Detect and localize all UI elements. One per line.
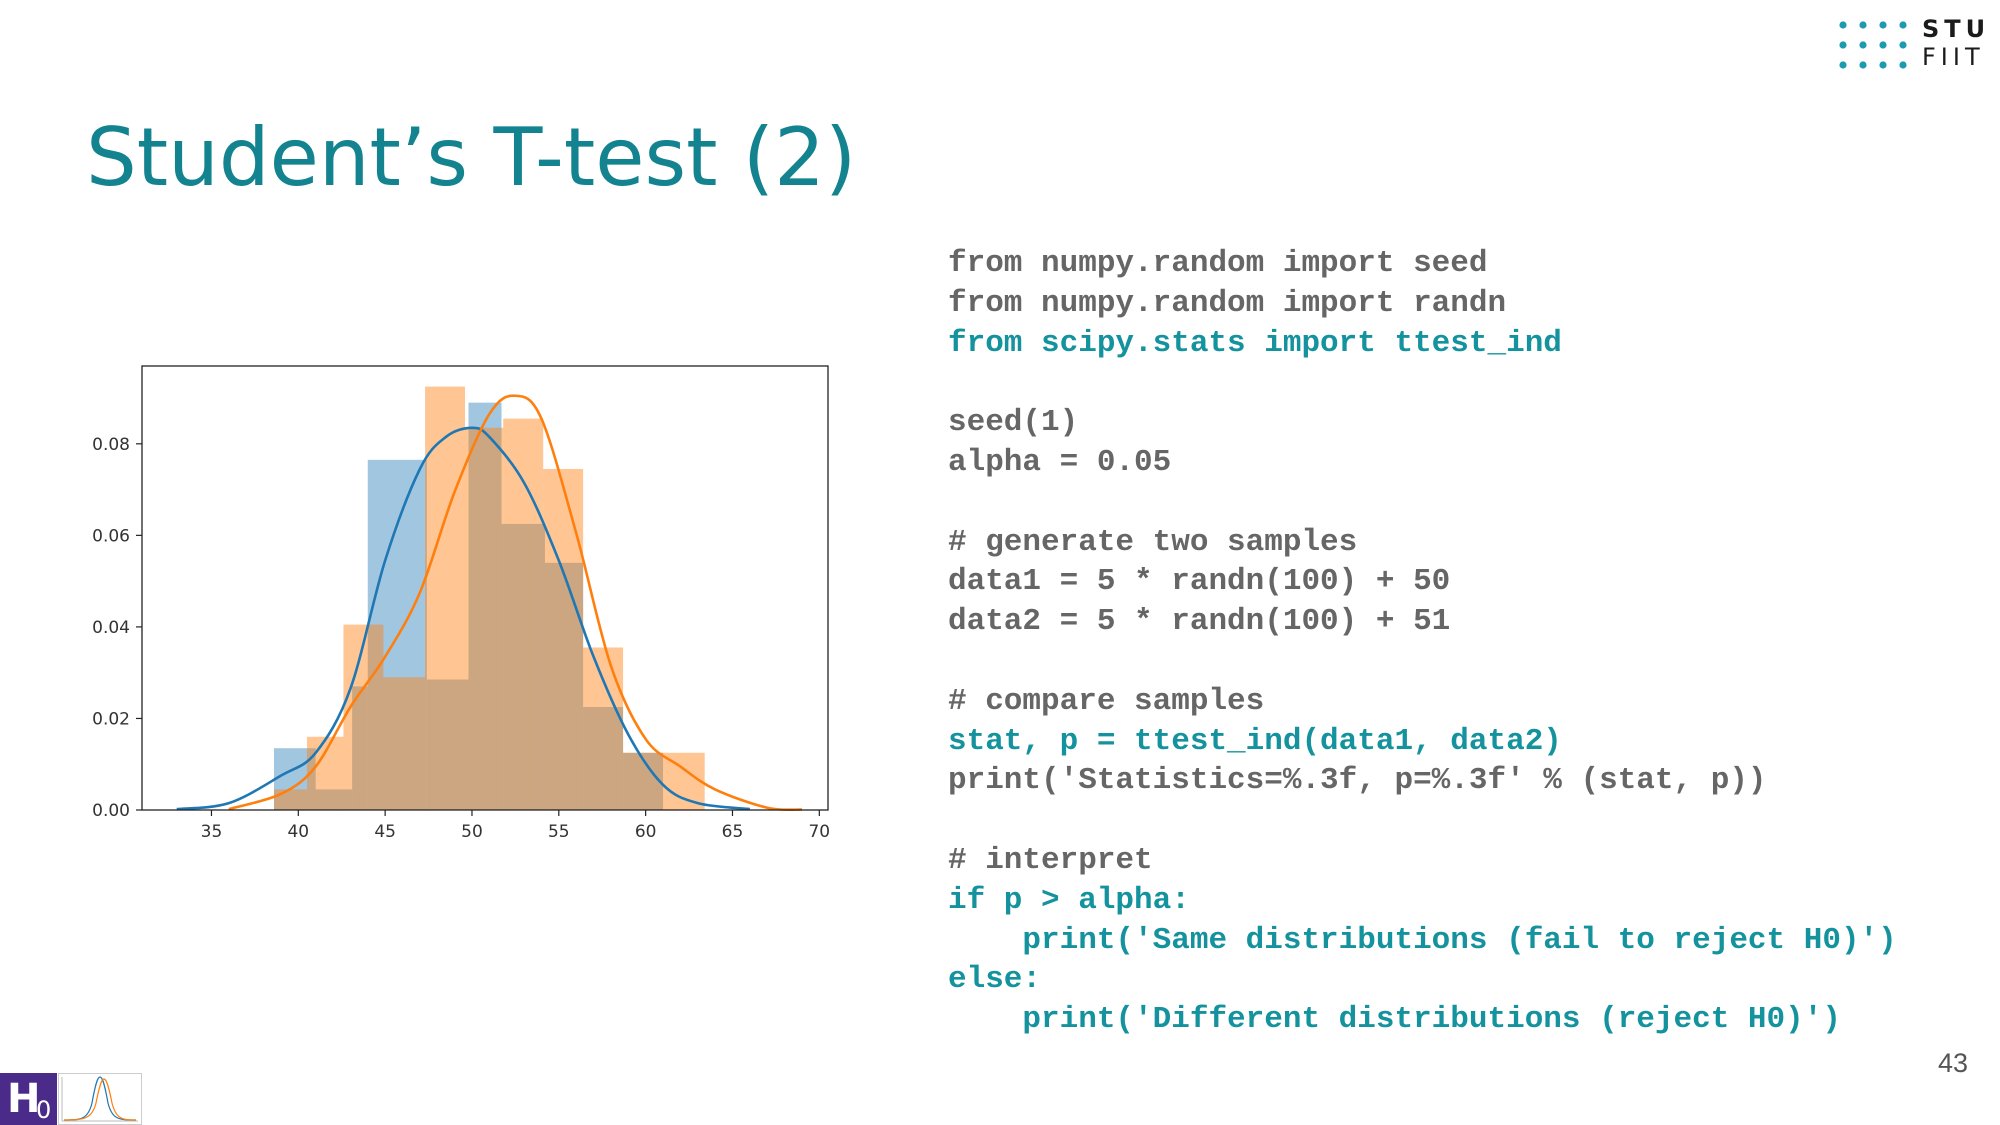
stu-fiit-logo: STU FIIT (1838, 14, 2000, 80)
page-number: 43 (1937, 1048, 1968, 1078)
y-tick-label: 0.08 (92, 435, 130, 455)
x-tick-label: 60 (635, 822, 657, 842)
series-blue-bars (273, 402, 664, 810)
logo-dot (1859, 61, 1867, 69)
code-line: print('Statistics=%.3f, p=%.3f' % (stat,… (948, 763, 1767, 799)
logo-text-fiit: FIIT (1922, 43, 1985, 71)
h0-badge-subscript: 0 (36, 1096, 52, 1124)
histogram-bar (352, 686, 368, 810)
histogram-bar (583, 647, 624, 810)
code-line: if p > alpha: (948, 882, 1190, 918)
kde-curve (176, 426, 750, 811)
code-line: # generate two samples (948, 524, 1358, 560)
histogram-bar (623, 752, 664, 810)
histogram-bar (315, 789, 353, 810)
histogram-bar (426, 679, 469, 810)
logo-dot (1879, 61, 1887, 69)
x-tick-label: 65 (722, 822, 744, 842)
logo-text-stu: STU (1922, 15, 1991, 43)
two-overlapping-bell-curves-icon (58, 1073, 142, 1125)
plot-frame (141, 365, 829, 811)
x-tick-label: 70 (808, 822, 830, 842)
y-tick-label: 0.06 (92, 526, 130, 546)
histogram-bar (503, 418, 544, 810)
x-tick-label: 55 (548, 822, 570, 842)
logo-dot (1879, 21, 1887, 29)
code-line: alpha = 0.05 (948, 444, 1172, 480)
logo-dot (1839, 21, 1847, 29)
logo-dot (1899, 21, 1907, 29)
logo-dot (1879, 41, 1887, 49)
code-line (948, 483, 1897, 523)
kde-curve (228, 394, 803, 812)
h0-badge: H 0 (0, 1073, 57, 1125)
code-line: from numpy.random import randn (948, 285, 1507, 321)
logo-dots-icon (1839, 21, 1907, 69)
code-line: data1 = 5 * randn(100) + 50 (948, 564, 1451, 600)
x-tick-label: 35 (201, 822, 223, 842)
logo-dot (1859, 41, 1867, 49)
x-tick-label: 45 (374, 822, 396, 842)
code-line: else: (948, 962, 1042, 998)
histogram-bar (306, 736, 344, 810)
histogram-bar (501, 523, 545, 810)
code-line: print('Different distributions (reject H… (948, 1002, 1841, 1038)
y-tick-label: 0.02 (92, 709, 130, 729)
code-line: data2 = 5 * randn(100) + 51 (948, 604, 1451, 640)
histogram-bar (465, 427, 504, 810)
code-line (948, 363, 1897, 403)
logo-dot (1859, 21, 1867, 29)
code-line: from numpy.random import seed (948, 246, 1488, 281)
histogram-bar (663, 752, 705, 810)
histogram-bar (623, 752, 664, 810)
code-line (948, 642, 1897, 682)
code-line (948, 801, 1897, 841)
y-tick-label: 0.04 (92, 618, 130, 638)
python-code-block: from numpy.random import seed from numpy.… (948, 244, 1897, 1040)
code-line: # compare samples (948, 683, 1265, 719)
series-orange-bars (273, 386, 705, 810)
kde-curves (176, 394, 803, 812)
logo-dot (1839, 41, 1847, 49)
code-line: stat, p = ttest_ind(data1, data2) (948, 723, 1562, 759)
y-tick-label: 0.00 (92, 801, 130, 821)
slide-title: Student’s T-test (2) (86, 111, 857, 204)
code-line: from scipy.stats import ttest_ind (948, 325, 1562, 361)
histogram-bar (583, 707, 624, 810)
histogram-bar (544, 562, 584, 810)
histogram-bar (273, 789, 307, 810)
logo-dot (1899, 61, 1907, 69)
code-line: # interpret (948, 842, 1153, 878)
code-line: seed(1) (948, 405, 1079, 441)
histogram-bar (425, 386, 466, 810)
histogram-chart: 35 40 45 50 55 60 65 70 0.00 0.02 0.04 0.06 0.08 (92, 365, 830, 842)
logo-dot (1839, 61, 1847, 69)
histogram-bar (343, 624, 384, 810)
histogram-bar (468, 402, 502, 810)
histogram-bar (543, 468, 584, 810)
code-line: print('Same distributions (fail to rejec… (948, 922, 1897, 958)
histogram-bar (383, 677, 426, 810)
chart-axes: 35 40 45 50 55 60 65 70 0.00 0.02 0.04 0.06 0.08 (92, 365, 830, 842)
logo-dot (1899, 41, 1907, 49)
x-tick-label: 40 (287, 822, 309, 842)
x-tick-label: 50 (461, 822, 483, 842)
h0-badge-letter: H (7, 1076, 41, 1122)
